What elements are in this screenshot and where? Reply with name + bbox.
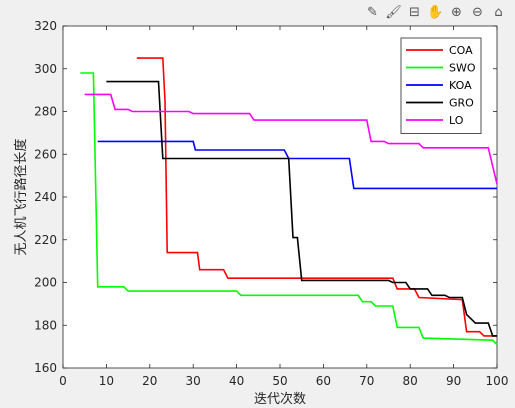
legend-label: GRO [449, 97, 474, 110]
x-tick-label: 80 [403, 374, 418, 388]
y-tick-label: 240 [34, 190, 57, 204]
x-tick-label: 40 [229, 374, 244, 388]
y-tick-label: 160 [34, 361, 57, 375]
series-line-gro [106, 80, 497, 337]
x-axis-label: 迭代次数 [254, 391, 306, 407]
y-tick-label: 280 [34, 105, 57, 119]
figure-toolbar: ✎ 🖌 ⊟ ✋ ⊕ ⊖ ⌂ [364, 2, 507, 22]
brush-export-icon[interactable]: ✎ [367, 4, 378, 20]
x-tick-label: 70 [359, 374, 374, 388]
x-tick-label: 10 [99, 374, 114, 388]
y-axis-label: 无人机飞行路径长度 [13, 138, 29, 255]
zoom-in-icon[interactable]: ⊕ [451, 4, 462, 20]
legend: COA SWO KOA GRO LO [400, 37, 482, 134]
y-tick-label: 300 [34, 62, 57, 76]
legend-label: SWO [449, 62, 476, 75]
pan-hand-icon[interactable]: ✋ [427, 4, 444, 20]
y-tick-label: 200 [34, 276, 57, 290]
legend-label: LO [449, 114, 464, 127]
x-axis-ticks: 0 10 20 30 40 50 60 70 80 90 100 [59, 26, 508, 388]
y-tick-label: 320 [34, 19, 57, 33]
home-icon[interactable]: ⌂ [494, 4, 503, 20]
data-cursor-icon[interactable]: ⊟ [409, 4, 420, 20]
x-tick-label: 50 [272, 374, 287, 388]
x-tick-label: 90 [446, 374, 461, 388]
x-tick-label: 0 [59, 374, 67, 388]
series-line-koa [97, 140, 497, 190]
x-tick-label: 60 [316, 374, 331, 388]
legend-label: COA [449, 44, 473, 57]
series-lines [80, 57, 498, 346]
y-tick-label: 260 [34, 147, 57, 161]
x-tick-label: 100 [486, 374, 509, 388]
data-tip-icon[interactable]: 🖌 [385, 4, 402, 20]
x-tick-label: 30 [186, 374, 201, 388]
series-line-coa [136, 57, 497, 337]
zoom-out-icon[interactable]: ⊖ [472, 4, 483, 20]
y-tick-label: 220 [34, 233, 57, 247]
legend-label: KOA [449, 79, 472, 92]
y-axis-ticks: 160 180 200 220 240 260 280 300 320 [34, 19, 497, 375]
y-tick-label: 180 [34, 318, 57, 332]
x-tick-label: 20 [142, 374, 157, 388]
series-line-lo [84, 93, 498, 185]
series-line-swo [80, 72, 498, 346]
